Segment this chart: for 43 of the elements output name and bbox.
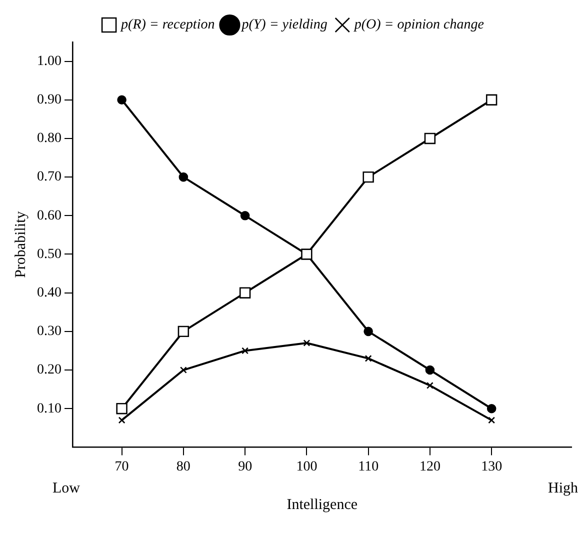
text: High xyxy=(548,480,578,497)
point xyxy=(364,354,372,362)
point xyxy=(239,287,251,298)
legend-label: p(O) = opinion change xyxy=(353,18,484,33)
y-tick-label: 0.50 xyxy=(37,246,62,262)
text: Low xyxy=(52,480,80,497)
point xyxy=(116,403,128,414)
point xyxy=(303,340,310,346)
y-tick-label: 0.20 xyxy=(37,362,62,378)
x-tick-label: 70 xyxy=(114,459,129,474)
y-tick-label: 0.60 xyxy=(37,208,62,224)
point xyxy=(242,347,249,354)
legend-label: p(Y) = yielding xyxy=(240,18,328,33)
x-tick-label: 120 xyxy=(419,459,440,474)
point xyxy=(240,211,250,220)
y-tick-label: 0.90 xyxy=(37,92,62,108)
x-tick-label: 130 xyxy=(481,459,502,474)
y-tick-label: 1.00 xyxy=(37,54,62,69)
y-tick-label: 0.10 xyxy=(37,401,62,416)
point xyxy=(362,171,374,183)
y-axis-title: Probability xyxy=(12,210,29,278)
point xyxy=(364,326,373,336)
point xyxy=(178,326,190,338)
point xyxy=(424,132,436,144)
x-tick-label: 80 xyxy=(176,459,190,474)
point xyxy=(118,416,126,424)
point xyxy=(178,172,188,182)
point xyxy=(117,95,126,105)
x-tick-label: 90 xyxy=(238,459,252,474)
point xyxy=(486,94,498,106)
point xyxy=(426,382,434,389)
x-tick-label: 110 xyxy=(358,459,379,474)
y-tick-label: 0.80 xyxy=(37,131,62,146)
x-tick-label: 100 xyxy=(296,459,318,474)
y-tick-label: 0.70 xyxy=(37,170,62,185)
point xyxy=(425,365,435,375)
y-tick-label: 0.40 xyxy=(37,286,62,301)
legend-label: p(R) = reception xyxy=(120,18,215,33)
point xyxy=(488,416,496,424)
x-axis-title: Intelligence xyxy=(286,496,358,513)
point xyxy=(486,404,496,414)
point xyxy=(180,366,187,374)
y-tick-label: 0.30 xyxy=(37,324,62,340)
